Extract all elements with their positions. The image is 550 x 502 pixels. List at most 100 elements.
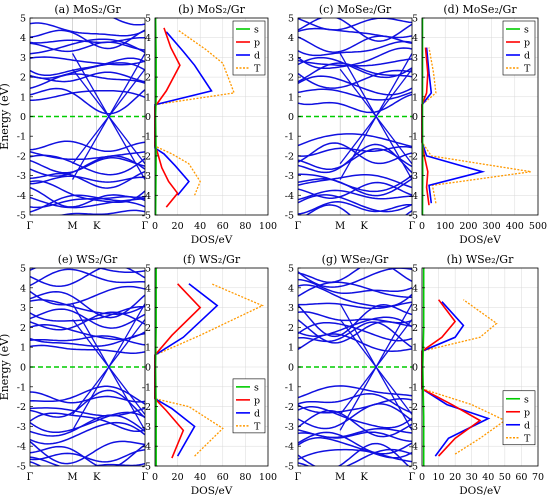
y-tick-label: 0 <box>288 112 294 123</box>
x-tick-label: 20 <box>172 472 184 483</box>
x-tick-label: 60 <box>515 472 527 483</box>
y-tick-label: -4 <box>409 442 418 453</box>
y-tick-label: -2 <box>17 402 26 413</box>
y-tick-label: -1 <box>142 382 151 393</box>
panel-title: (a) MoS₂/Gr <box>54 3 121 16</box>
y-tick-label: 2 <box>288 323 294 334</box>
band-line <box>30 23 145 36</box>
y-tick-label: -1 <box>142 132 151 143</box>
panel-title: (f) WS₂/Gr <box>183 253 241 266</box>
y-tick-label: 5 <box>288 14 294 25</box>
x-tick-label: K <box>360 472 368 483</box>
x-tick-label: 40 <box>194 221 206 232</box>
y-tick-label: 2 <box>145 323 151 334</box>
x-tick-label: 80 <box>239 221 251 232</box>
y-tick-label: -3 <box>409 422 418 433</box>
y-tick-label: -2 <box>17 151 26 162</box>
x-tick-label: 0 <box>152 221 158 232</box>
band-line <box>30 336 145 345</box>
x-tick-label: Γ <box>142 472 149 483</box>
y-tick-label: 5 <box>412 264 418 275</box>
y-tick-label: 1 <box>20 343 26 354</box>
legend-label-p: p <box>524 38 530 49</box>
y-tick-label: 0 <box>288 363 294 374</box>
legend-label-T: T <box>524 64 531 75</box>
x-tick-label: 100 <box>259 472 277 483</box>
y-tick-label: -2 <box>142 151 151 162</box>
y-tick-label: 1 <box>20 92 26 103</box>
legend-label-s: s <box>524 25 529 36</box>
x-tick-label: 70 <box>532 472 544 483</box>
y-tick-label: -1 <box>409 132 418 143</box>
x-axis-label: DOS/eV <box>459 485 501 497</box>
y-tick-label: -5 <box>17 462 26 473</box>
y-tick-label: -1 <box>409 382 418 393</box>
x-axis-label: DOS/eV <box>191 234 233 246</box>
y-tick-label: 2 <box>288 73 294 84</box>
y-tick-label: 0 <box>145 363 151 374</box>
legend-label-p: p <box>524 407 530 418</box>
dos-series-p <box>155 28 180 207</box>
y-tick-label: -4 <box>17 191 26 202</box>
x-tick-label: 80 <box>239 472 251 483</box>
y-tick-label: -5 <box>142 211 151 222</box>
x-tick-label: K <box>93 221 101 232</box>
y-tick-label: 3 <box>412 53 418 64</box>
panel-title: (h) WSe₂/Gr <box>447 253 514 266</box>
panel-title: (e) WS₂/Gr <box>58 253 118 266</box>
y-tick-label: -1 <box>285 382 294 393</box>
y-tick-label: -1 <box>17 382 26 393</box>
x-tick-label: Γ <box>295 472 302 483</box>
y-tick-label: -3 <box>142 422 151 433</box>
band-line <box>30 423 145 444</box>
band-line <box>30 292 145 318</box>
y-tick-label: -3 <box>285 171 294 182</box>
x-tick-label: M <box>67 221 77 232</box>
bands <box>298 262 412 470</box>
x-tick-label: M <box>335 472 345 483</box>
y-tick-label: 2 <box>20 323 26 334</box>
y-tick-label: 2 <box>412 323 418 334</box>
x-tick-label: Γ <box>409 472 416 483</box>
y-tick-label: 5 <box>20 14 26 25</box>
y-tick-label: -3 <box>17 422 26 433</box>
y-tick-label: 5 <box>145 14 151 25</box>
y-tick-label: 1 <box>412 343 418 354</box>
y-tick-label: -2 <box>409 402 418 413</box>
y-tick-label: 5 <box>412 14 418 25</box>
panel-title: (g) WSe₂/Gr <box>322 253 389 266</box>
y-tick-label: 0 <box>412 112 418 123</box>
dos-series-d <box>422 48 482 204</box>
x-tick-label: 300 <box>483 221 501 232</box>
band-line <box>30 462 145 480</box>
x-tick-label: 100 <box>436 221 454 232</box>
x-tick-label: M <box>67 472 77 483</box>
band-line <box>298 312 412 323</box>
y-tick-label: 0 <box>145 112 151 123</box>
y-tick-label: -4 <box>142 442 151 453</box>
band-line <box>30 345 145 353</box>
y-tick-label: 5 <box>145 264 151 275</box>
y-tick-label: 5 <box>20 264 26 275</box>
panel-title: (c) MoSe₂/Gr <box>319 3 392 16</box>
y-tick-label: -2 <box>409 151 418 162</box>
x-tick-label: Γ <box>27 221 34 232</box>
x-tick-label: Γ <box>295 221 302 232</box>
x-tick-label: 20 <box>449 472 461 483</box>
y-tick-label: 3 <box>20 303 26 314</box>
x-axis-label: DOS/eV <box>191 485 233 497</box>
y-tick-label: -5 <box>409 211 418 222</box>
y-tick-label: -1 <box>17 132 26 143</box>
y-tick-label: 4 <box>288 33 294 44</box>
y-tick-label: -4 <box>409 191 418 202</box>
y-tick-label: 0 <box>20 363 26 374</box>
legend-label-T: T <box>254 64 261 75</box>
panel-title: (d) MoSe₂/Gr <box>443 3 517 16</box>
